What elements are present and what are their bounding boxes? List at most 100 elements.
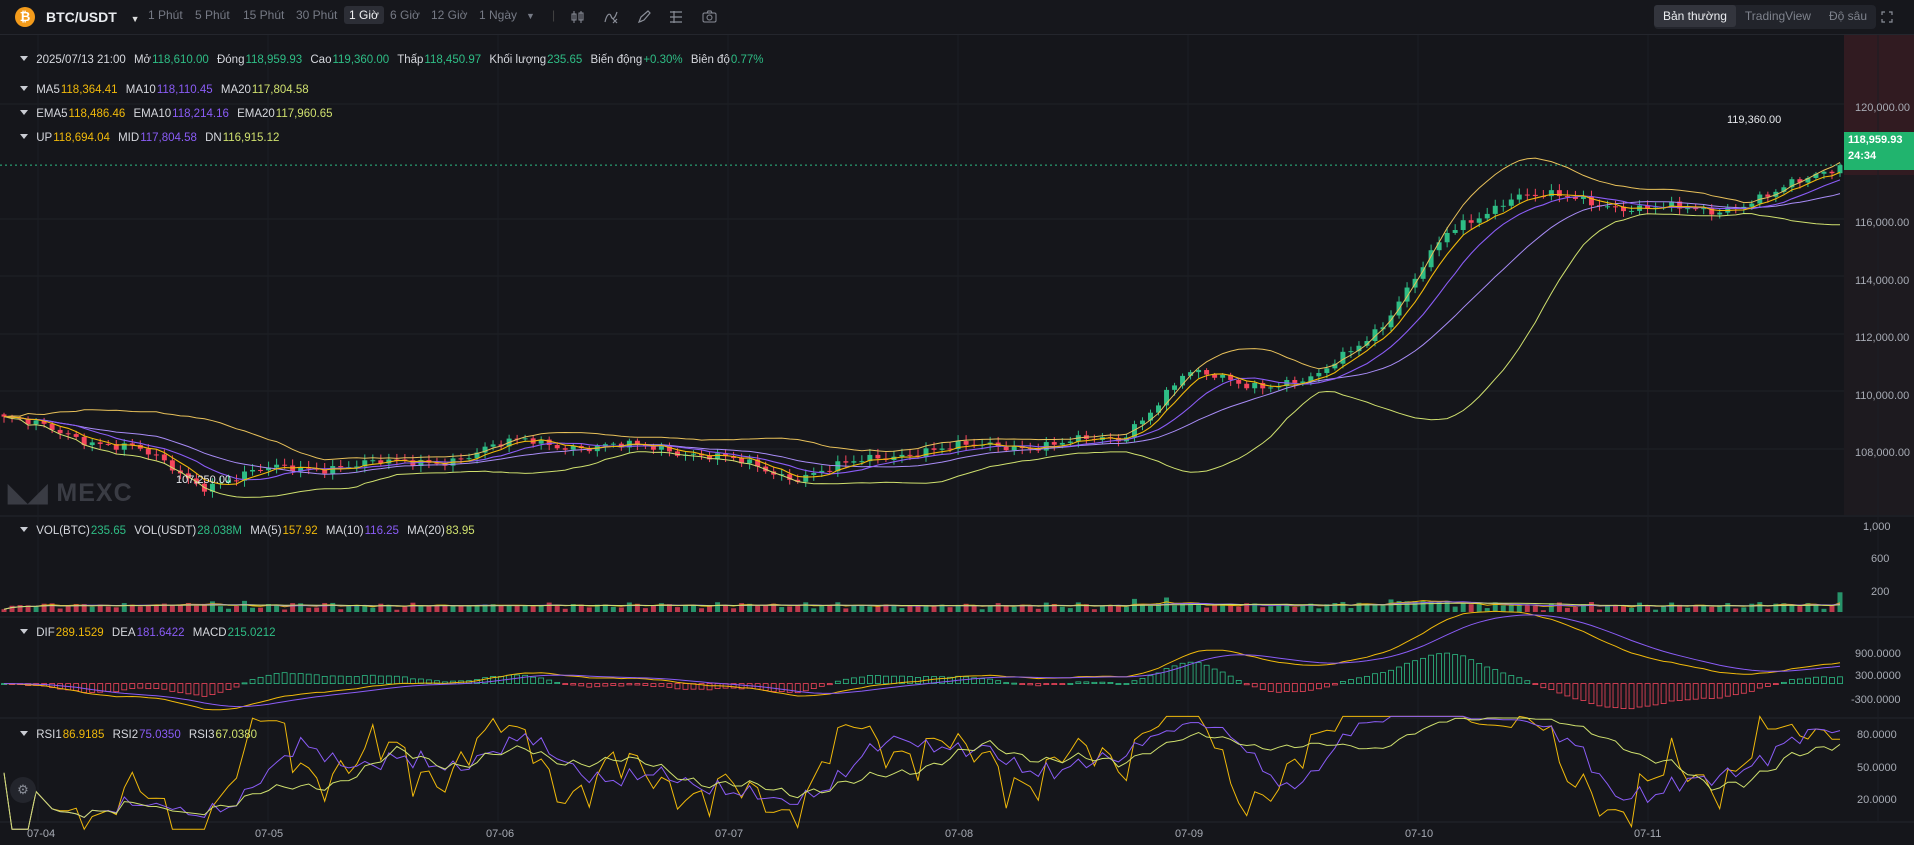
vol-usdt-label: VOL(USDT)	[134, 525, 197, 537]
interval-1m[interactable]: 1 Phút	[148, 8, 183, 22]
macd-bar	[1676, 683, 1683, 701]
boll-lower-line	[3, 212, 1841, 498]
volume-bar	[41, 603, 47, 612]
collapse-caret-icon[interactable]	[20, 629, 28, 634]
volume-bar	[1204, 607, 1210, 612]
volume-bar	[1484, 608, 1490, 612]
volume-bar	[1645, 605, 1651, 612]
vol-ma20-label: MA(20)	[407, 525, 445, 537]
interval-1h[interactable]: 1 Giờ	[344, 6, 384, 24]
volume-bar	[410, 602, 416, 612]
macd-bar	[594, 683, 601, 688]
rsi3-line	[3, 717, 1841, 830]
volume-bar	[530, 606, 536, 612]
collapse-caret-icon[interactable]	[20, 56, 28, 61]
dea-line	[4, 614, 1841, 708]
candle-body	[25, 418, 31, 425]
interval-1d[interactable]: 1 Ngày	[479, 8, 518, 22]
interval-30m[interactable]: 30 Phút	[296, 8, 338, 22]
interval-more-chevron-icon[interactable]: ▼	[526, 11, 535, 21]
macd-bar	[321, 676, 328, 684]
macd-bar	[1019, 683, 1026, 685]
macd-bar	[514, 674, 521, 684]
volume-bar	[819, 606, 825, 612]
volume-bar	[811, 608, 817, 612]
candle-body	[266, 467, 272, 471]
interval-5m[interactable]: 5 Phút	[195, 8, 230, 22]
collapse-caret-icon[interactable]	[20, 731, 28, 736]
macd-bar	[1716, 683, 1723, 699]
volume-bar	[1340, 601, 1346, 612]
volume-bar	[209, 601, 215, 612]
volume-bar	[1596, 609, 1602, 612]
layout-icon[interactable]	[669, 10, 683, 24]
volume-bar	[514, 605, 520, 612]
camera-icon[interactable]	[702, 10, 717, 24]
macd-bar	[177, 683, 184, 694]
chart-settings-icon[interactable]: ⚙	[10, 777, 36, 803]
candle-body	[105, 443, 111, 445]
candle-body	[1372, 329, 1378, 342]
boll-up-label: UP	[36, 132, 53, 144]
macd-bar	[1548, 683, 1555, 690]
candle-body	[466, 458, 472, 460]
candle-body	[610, 443, 616, 445]
boll-up-value: 118,694.04	[53, 132, 110, 144]
candle-body	[1532, 194, 1538, 197]
collapse-caret-icon[interactable]	[20, 86, 28, 91]
volume-bar	[1580, 604, 1586, 612]
volume-bar	[33, 606, 39, 612]
collapse-caret-icon[interactable]	[20, 134, 28, 139]
vol-tick: 600	[1871, 553, 1890, 565]
volume-bar	[1709, 606, 1715, 612]
volume-bar	[137, 606, 143, 612]
candle-body	[1011, 446, 1017, 451]
candle-body	[49, 423, 55, 430]
macd-bar	[281, 672, 288, 684]
watermark-text: MEXC	[56, 479, 133, 507]
date-tick: 07-09	[1175, 828, 1204, 840]
candle-body	[1164, 389, 1170, 406]
volume-bar	[65, 605, 71, 612]
candle-body	[1244, 383, 1250, 389]
candle-body	[955, 441, 961, 450]
candle-body	[1484, 213, 1490, 219]
volume-bar	[177, 604, 183, 612]
macd-tick: -300.0000	[1851, 694, 1901, 706]
price-chart[interactable]	[0, 35, 1914, 845]
mode-standard[interactable]: Bản thường	[1653, 5, 1736, 27]
volume-bar	[242, 600, 248, 612]
candle-type-icon[interactable]	[571, 10, 585, 24]
macd-bar	[361, 675, 368, 684]
interval-15m[interactable]: 15 Phút	[243, 8, 285, 22]
macd-bar	[538, 677, 545, 684]
macd-bar	[1460, 655, 1467, 684]
volume-bar	[1324, 604, 1330, 612]
macd-bar	[1556, 683, 1563, 694]
volume-bar	[1051, 604, 1057, 612]
collapse-caret-icon[interactable]	[20, 527, 28, 532]
mode-depth[interactable]: Độ sâu	[1828, 9, 1867, 23]
macd-bar	[1251, 683, 1258, 688]
interval-6h[interactable]: 6 Giờ	[390, 8, 420, 22]
collapse-caret-icon[interactable]	[20, 110, 28, 115]
candle-body	[1308, 376, 1314, 382]
candle-body	[1677, 201, 1683, 209]
draw-icon[interactable]	[637, 10, 651, 24]
candle-body	[1693, 208, 1699, 210]
mode-tradingview[interactable]: TradingView	[1744, 9, 1811, 23]
macd-bar	[1428, 654, 1434, 684]
macd-bar	[1612, 683, 1619, 709]
volume-bar	[306, 607, 312, 612]
ema20-label: EMA20	[237, 108, 275, 120]
indicator-icon[interactable]	[604, 10, 618, 24]
interval-12h[interactable]: 12 Giờ	[431, 8, 468, 22]
volume-bar	[1540, 610, 1546, 612]
candle-body	[1508, 199, 1514, 206]
symbol-selector[interactable]: BTC/USDT ▼	[46, 9, 140, 25]
macd-bar	[1668, 683, 1675, 702]
volume-bar	[1548, 603, 1554, 612]
volume-bar	[586, 607, 592, 612]
fullscreen-icon[interactable]	[1881, 11, 1893, 23]
macd-bar	[987, 678, 994, 684]
